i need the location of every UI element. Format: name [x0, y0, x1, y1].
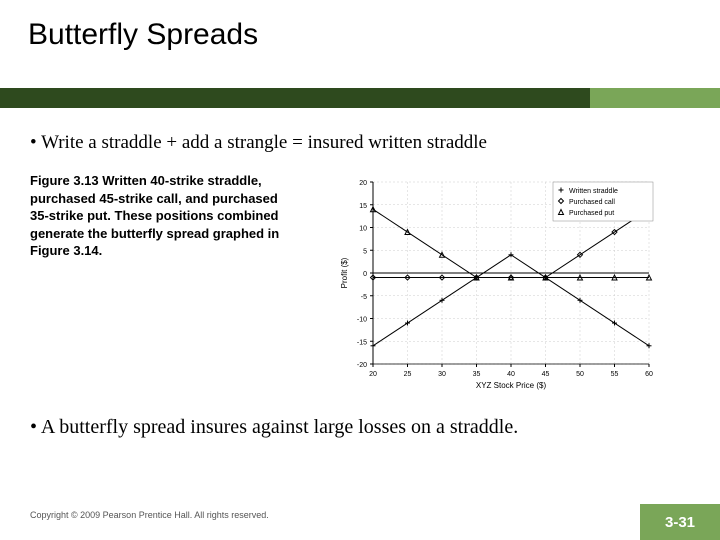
title-bar-accent — [590, 88, 720, 108]
svg-text:XYZ Stock Price ($): XYZ Stock Price ($) — [476, 381, 547, 390]
svg-text:40: 40 — [507, 371, 515, 378]
copyright-text: Copyright © 2009 Pearson Prentice Hall. … — [30, 510, 269, 520]
title-area: Butterfly Spreads — [0, 0, 720, 88]
svg-text:-15: -15 — [357, 339, 367, 346]
slide: Butterfly Spreads Write a straddle + add… — [0, 0, 720, 540]
figure-row: Figure 3.13 Written 40-strike straddle, … — [30, 172, 690, 392]
svg-text:Written straddle: Written straddle — [569, 188, 618, 195]
svg-text:25: 25 — [404, 371, 412, 378]
svg-text:Purchased call: Purchased call — [569, 199, 615, 206]
svg-text:55: 55 — [611, 371, 619, 378]
svg-text:15: 15 — [359, 203, 367, 210]
svg-text:50: 50 — [576, 371, 584, 378]
svg-text:Profit ($): Profit ($) — [340, 257, 349, 288]
svg-text:0: 0 — [363, 271, 367, 278]
title-bar — [0, 88, 720, 108]
figure-label: Figure 3.13 — [30, 173, 99, 188]
svg-text:20: 20 — [369, 371, 377, 378]
svg-text:60: 60 — [645, 371, 653, 378]
svg-text:-10: -10 — [357, 317, 367, 324]
bullet-butterfly-insures: A butterfly spread insures against large… — [30, 416, 550, 439]
svg-text:20: 20 — [359, 180, 367, 187]
svg-text:45: 45 — [542, 371, 550, 378]
svg-text:30: 30 — [438, 371, 446, 378]
svg-text:5: 5 — [363, 248, 367, 255]
svg-text:35: 35 — [473, 371, 481, 378]
bullet-straddle-strangle: Write a straddle + add a strangle = insu… — [30, 132, 690, 154]
content-area: Write a straddle + add a strangle = insu… — [0, 120, 720, 500]
profit-chart: 20 25 30 35 40 45 50 55 60 -20 -15 -10 -5 0 5 10 15 20 XYZ… — [337, 172, 657, 392]
page-number: 3-31 — [640, 504, 720, 540]
svg-text:Purchased put: Purchased put — [569, 210, 614, 217]
chart-container: 20 25 30 35 40 45 50 55 60 -20 -15 -10 -5 0 5 10 15 20 XYZ… — [304, 172, 690, 392]
svg-text:-5: -5 — [361, 294, 367, 301]
svg-text:-20: -20 — [357, 362, 367, 369]
figure-caption: Figure 3.13 Written 40-strike straddle, … — [30, 172, 290, 260]
svg-text:10: 10 — [359, 226, 367, 233]
page-title: Butterfly Spreads — [28, 18, 720, 52]
footer: Copyright © 2009 Pearson Prentice Hall. … — [0, 504, 720, 540]
